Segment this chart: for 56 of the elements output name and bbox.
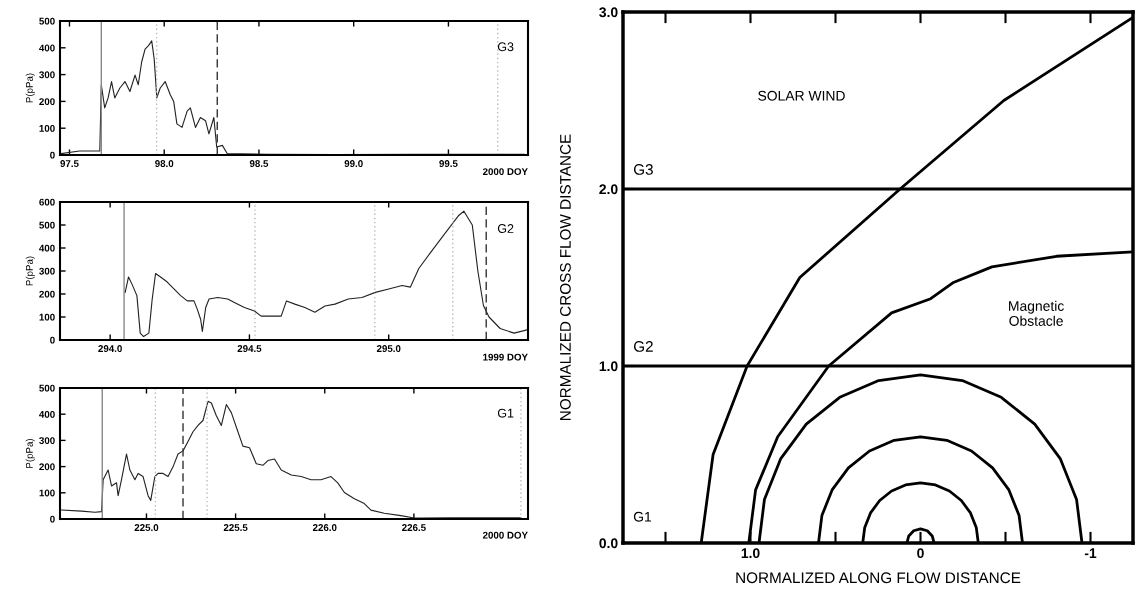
x-tick-label: 99.5 bbox=[439, 160, 458, 167]
annotation: G1 bbox=[633, 511, 652, 522]
y-tick-label: 500 bbox=[39, 221, 55, 229]
y-tick-label: 400 bbox=[39, 44, 55, 52]
x-tick-label: 98.5 bbox=[249, 160, 269, 167]
y-axis-title: P(pPa) bbox=[25, 256, 35, 286]
text: 2000 DOY bbox=[482, 531, 528, 539]
text: 1999 DOY bbox=[483, 353, 528, 361]
y-tick-label: 300 bbox=[39, 267, 55, 275]
y-tick-label: 3.0 bbox=[599, 7, 618, 18]
y-tick-label: 0.0 bbox=[599, 538, 618, 549]
y-tick-label: 200 bbox=[39, 290, 55, 298]
y-tick-label: 2.0 bbox=[599, 184, 618, 195]
line-series bbox=[124, 210, 528, 338]
y-axis-title: P(pPa) bbox=[25, 73, 35, 103]
y-tick-label: 500 bbox=[39, 384, 55, 392]
x-tick-label: -1 bbox=[1084, 548, 1097, 558]
x-tick-label: 225.0 bbox=[134, 524, 159, 531]
ref-line-label: G3 bbox=[633, 164, 653, 175]
x-tick-label: 226.5 bbox=[402, 524, 426, 531]
annotation: SOLAR WIND bbox=[758, 90, 845, 101]
x-axis-title: NORMALIZED ALONG FLOW DISTANCE bbox=[736, 572, 1021, 584]
y-tick-label: 300 bbox=[39, 437, 55, 445]
x-tick-label: 98.0 bbox=[155, 160, 174, 167]
x-tick-label: 294.5 bbox=[237, 345, 262, 352]
x-tick-label: 97.5 bbox=[60, 160, 79, 167]
annotation: G2 bbox=[497, 224, 514, 233]
x-tick-label: 0 bbox=[917, 548, 924, 559]
y-tick-label: 200 bbox=[39, 98, 55, 106]
y-tick-label: 0 bbox=[50, 151, 55, 159]
x-tick-label: 1.0 bbox=[741, 548, 760, 559]
y-tick-label: 1.0 bbox=[599, 361, 618, 372]
y-tick-label: 100 bbox=[39, 313, 55, 321]
y-tick-label: 300 bbox=[39, 71, 55, 79]
y-tick-label: 0 bbox=[50, 336, 55, 344]
x-tick-label: 99.0 bbox=[344, 160, 363, 167]
x-tick-label: 225.5 bbox=[223, 524, 248, 531]
y-axis-title: NORMALIZED CROSS FLOW DISTANCE bbox=[560, 134, 571, 420]
x-tick-label: 295.0 bbox=[376, 345, 401, 352]
y-tick-label: 100 bbox=[39, 489, 55, 497]
line-series bbox=[61, 400, 522, 519]
y-tick-label: 200 bbox=[39, 463, 55, 471]
y-tick-label: 400 bbox=[39, 410, 55, 418]
y-tick-label: 600 bbox=[39, 198, 55, 206]
text: 2000 DOY bbox=[482, 168, 528, 176]
annotation: Magnetic Obstacle bbox=[1009, 300, 1064, 326]
ref-line-label: G2 bbox=[633, 341, 653, 352]
annotation: G1 bbox=[497, 408, 514, 418]
annotation: G3 bbox=[497, 42, 514, 52]
y-axis-title: P(pPa) bbox=[25, 438, 35, 468]
y-tick-label: 0 bbox=[50, 515, 55, 523]
y-tick-label: 500 bbox=[39, 17, 55, 25]
x-tick-label: 294.0 bbox=[98, 345, 122, 352]
x-tick-label: 226.0 bbox=[312, 524, 337, 531]
y-tick-label: 400 bbox=[39, 244, 55, 252]
y-tick-label: 100 bbox=[39, 124, 55, 132]
